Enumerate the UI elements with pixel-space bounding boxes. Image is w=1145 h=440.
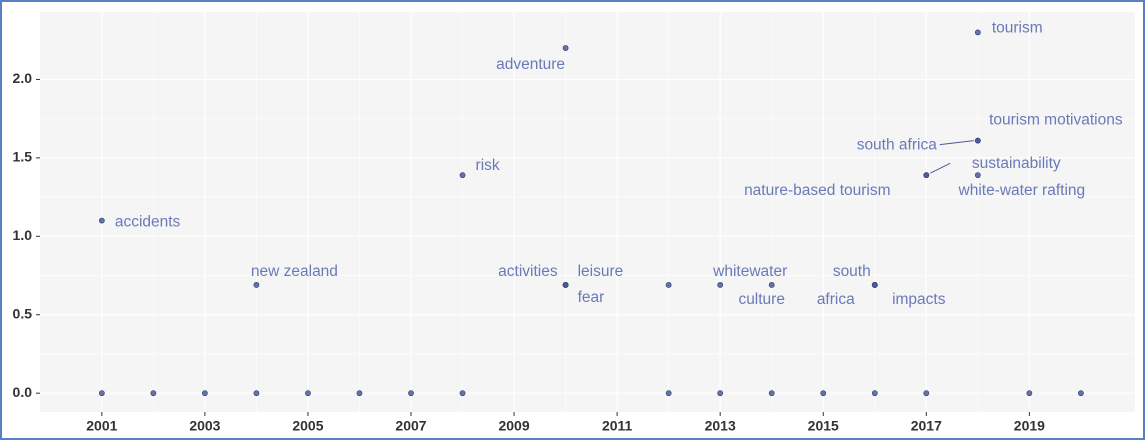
point [768, 282, 775, 288]
point-label: culture [738, 291, 785, 308]
leader-line [930, 162, 951, 174]
point [768, 390, 775, 397]
point-label: accidents [115, 214, 181, 231]
point [871, 390, 878, 397]
point [923, 172, 930, 179]
point [974, 172, 981, 179]
point [717, 282, 724, 288]
point [871, 282, 878, 288]
point [408, 390, 414, 397]
point [150, 390, 157, 397]
point [98, 390, 105, 397]
point-label: tourism motivations [989, 112, 1123, 129]
point-label: africa [817, 291, 855, 308]
point-label: activities [498, 263, 558, 280]
point [1077, 390, 1084, 397]
point-label: tourism [992, 19, 1043, 36]
x-tick-label: 2005 [292, 418, 323, 434]
point [305, 390, 311, 397]
x-tick-label: 2007 [395, 418, 426, 434]
point-label: fear [578, 289, 605, 306]
x-tick-label: 2011 [602, 418, 633, 434]
point [1026, 390, 1033, 397]
plot-panel [40, 12, 1135, 412]
point [665, 390, 672, 397]
point-label: new zealand [251, 263, 338, 280]
point [253, 390, 260, 397]
point [717, 390, 724, 397]
point-label: whitewater [712, 263, 787, 280]
point [923, 390, 930, 397]
point [459, 390, 466, 397]
leader-line [939, 140, 974, 146]
point-label: leisure [578, 263, 624, 280]
point [201, 390, 208, 397]
x-tick-label: 2001 [86, 418, 117, 434]
point-label: white-water rafting [958, 182, 1086, 199]
point-label: south africa [857, 137, 938, 154]
x-tick-label: 2017 [911, 418, 942, 434]
point-label: sustainability [972, 155, 1061, 172]
point-label: south [833, 263, 871, 280]
y-tick-label: 1.0 [13, 227, 33, 243]
y-tick-label: 0.5 [13, 305, 33, 321]
point [356, 390, 363, 397]
y-tick-label: 0.0 [13, 384, 33, 400]
x-tick-label: 2003 [189, 418, 220, 434]
point-label: nature-based tourism [744, 182, 890, 199]
point [98, 217, 105, 224]
point [562, 282, 569, 288]
x-tick-label: 2019 [1014, 418, 1045, 434]
point [459, 172, 466, 179]
x-tick-label: 2013 [705, 418, 736, 434]
point [974, 137, 981, 144]
point-label: impacts [892, 291, 946, 308]
point [562, 45, 569, 51]
x-tick-label: 2009 [498, 418, 529, 434]
y-tick-label: 1.5 [13, 149, 33, 165]
point [253, 282, 260, 288]
y-tick-label: 2.0 [13, 70, 33, 86]
x-tick-label: 2015 [808, 418, 839, 434]
point [665, 282, 672, 288]
point-label: risk [476, 157, 500, 174]
point-label: adventure [496, 56, 565, 73]
point [820, 390, 827, 397]
point [974, 29, 981, 36]
